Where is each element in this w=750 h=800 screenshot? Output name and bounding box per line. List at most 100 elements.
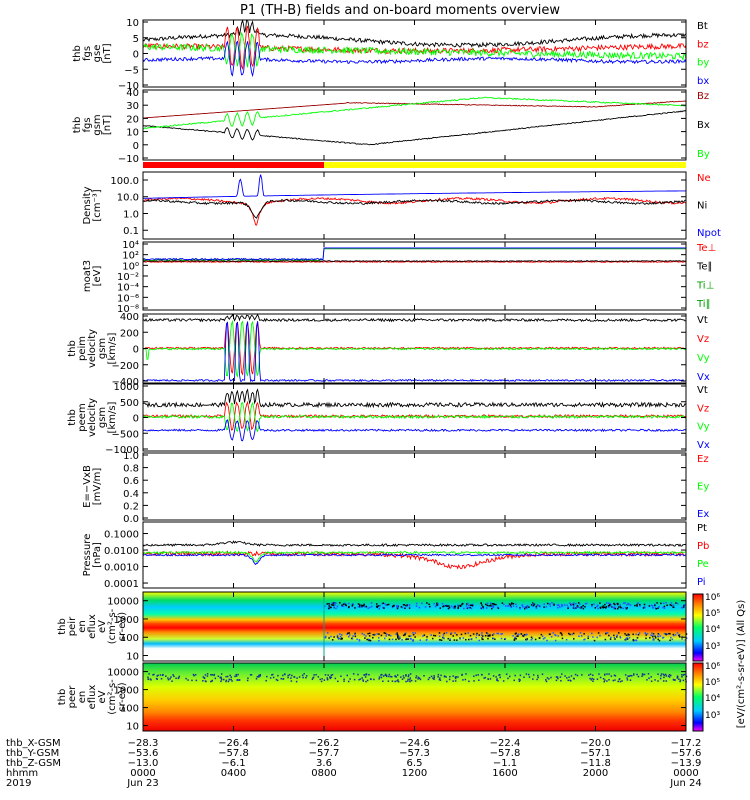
y-tick-label: 100 (120, 633, 139, 644)
ephemeris-row: thb_Y-GSM −53.6 −57.8 −57.7 −57.3 −57.8 −57.1 −… (6, 748, 701, 759)
ephemeris-value: −57.3 (399, 748, 430, 759)
series-line (142, 40, 687, 78)
panel-ylabel: moat3[eV] (82, 260, 103, 292)
ephemeris-value: 6.5 (407, 758, 423, 769)
y-tick-label: 10⁰ (122, 261, 139, 272)
spectrogram (143, 663, 688, 731)
series-line (142, 18, 687, 48)
series-line (142, 25, 687, 71)
legend-entry: Pi (697, 577, 706, 588)
legend-entry: Ne (697, 173, 711, 184)
y-tick-label: 10.0 (117, 193, 139, 204)
series-line (142, 419, 687, 442)
panel-ylabel: thbpeirenefluxeV(cm²-s-sr-eV) (57, 608, 128, 644)
panel-legend: Ne Ni Npot (697, 173, 721, 239)
y-tick-label: 10⁻² (117, 272, 139, 283)
y-tick-label: −5 (124, 65, 139, 76)
legend-entry: Ti⊥ (696, 280, 714, 291)
legend-entry: By (697, 149, 710, 160)
legend-entry: Pb (697, 541, 709, 552)
legend-entry: Bt (697, 21, 708, 32)
series-line (142, 247, 686, 261)
legend-entry: Vx (697, 440, 710, 451)
panel-legend: Vt Vz Vy Vx (697, 315, 710, 383)
panel-peim-velocity: thbpeimvelocitygsm[km/s]400 200 0 −200 −400 V… (67, 312, 710, 388)
legend-entry: bx (697, 76, 709, 87)
panel-frame (142, 241, 687, 311)
y-tick-label: 0.0010 (104, 563, 139, 574)
ephemeris-value: −13.9 (671, 758, 702, 769)
ephemeris-value: 0800 (311, 768, 336, 779)
y-tick-label: 400 (120, 312, 139, 323)
ephemeris-value: −13.0 (128, 758, 159, 769)
ephemeris-row-label: thb_Z-GSM (6, 758, 61, 769)
y-tick-label: 40 (126, 88, 139, 99)
panel-peir-spec: thbpeirenefluxeV(cm²-s-sr-eV)10000 1000 10… (57, 591, 688, 663)
y-tick-label: 10 (126, 128, 139, 139)
legend-entry: Vx (697, 372, 710, 383)
x-axis-ephemeris: thb_X-GSM −28.3 −26.4 −26.2 −24.6 −22.4 −20.0−… (6, 738, 702, 789)
ephemeris-value: −11.8 (580, 758, 611, 769)
colorbar-tick-label: 10³ (705, 642, 720, 652)
y-tick-label: 0.0100 (104, 546, 139, 557)
ephemeris-row-label: thb_X-GSM (6, 738, 61, 749)
y-tick-label: 1.0 (123, 451, 139, 462)
y-tick-label: 20 (126, 114, 139, 125)
legend-entry: Pe (697, 559, 709, 570)
status-bar-red (143, 162, 324, 168)
panel-series (142, 388, 687, 442)
y-tick-label: 0 (133, 50, 139, 61)
series-line (142, 174, 686, 199)
panel-frame (142, 171, 687, 240)
series-line (142, 109, 687, 146)
panel-legend: Bz Bx By (697, 91, 710, 160)
legend-entry: Vy (697, 353, 710, 364)
legend-entry: Ey (697, 482, 709, 493)
panel-pressure: Pressure[nPa]0.10000.01000.00100.0001PtP… (82, 521, 709, 590)
panel-series (142, 96, 687, 146)
panel-efield: E=−VxB[mV/m] 1.0 0.80.6 0.40.2 0.0 Ez Ey Ex (82, 451, 709, 525)
panel-fgs-gse: thbfgsgse[nT] 10 5 0 −5 −10 Bt bz by bx (72, 18, 709, 92)
colorbar-tick-label: 10⁴ (705, 694, 720, 704)
plot-title: P1 (TH-B) fields and on-board moments ov… (240, 3, 560, 18)
legend-entry: Npot (697, 228, 721, 239)
legend-entry: Pt (697, 523, 707, 534)
y-tick-label: 0 (133, 414, 139, 425)
panel-frame (142, 89, 687, 161)
series-line (142, 401, 687, 433)
y-tick-label: 10 (126, 652, 139, 663)
ephemeris-row-label: hhmm (6, 768, 38, 779)
series-line (142, 388, 687, 409)
legend-entry: by (697, 58, 709, 69)
series-line (142, 248, 686, 262)
ephemeris-value: 1600 (492, 768, 517, 779)
ephemeris-value: Jun 23 (126, 778, 159, 789)
y-tick-label: 500 (120, 398, 139, 409)
panel-ylabel: Pressure[nPa] (82, 534, 103, 577)
panel-series (142, 18, 687, 78)
spectrogram (143, 592, 688, 661)
colorbar-tick-label: 10³ (705, 711, 720, 721)
y-tick-label: 0.0001 (104, 579, 139, 590)
spectrogram-speckle (147, 673, 688, 683)
ephemeris-value: −53.6 (128, 748, 159, 759)
ephemeris-value: −57.6 (671, 748, 702, 759)
series-line (142, 96, 687, 130)
y-tick-label: 0.6 (123, 476, 139, 487)
colorbar-tick-label: 10⁶ (705, 662, 720, 672)
y-tick-label: 10000 (107, 597, 139, 608)
spectrogram-speckle (324, 602, 688, 642)
ephemeris-row-label: thb_Y-GSM (6, 748, 59, 759)
status-bar-yellow (324, 162, 686, 168)
panel-ylabel: thbpeerenefluxeV(cm²-s-sr-eV) (57, 679, 128, 715)
colorbar-title: [eV/(cm²-s-sr-eV)] (All Qs) (736, 600, 747, 729)
y-tick-label: 10 (126, 18, 139, 29)
panel-density: Density[cm⁻³] 100.0 10.0 1.0 0.1 Ne Ni Npot (82, 171, 721, 240)
legend-entry: Te⊥ (696, 243, 716, 254)
y-tick-label: −10 (118, 154, 139, 165)
legend-entry: Ti∥ (696, 299, 711, 310)
ephemeris-value: −26.4 (218, 738, 249, 749)
panel-series (142, 174, 687, 226)
ephemeris-value: −1.1 (493, 758, 517, 769)
